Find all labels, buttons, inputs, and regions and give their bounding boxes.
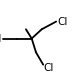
Text: Cl: Cl	[57, 17, 67, 27]
Text: Cl: Cl	[0, 33, 2, 44]
Text: Cl: Cl	[43, 63, 54, 73]
